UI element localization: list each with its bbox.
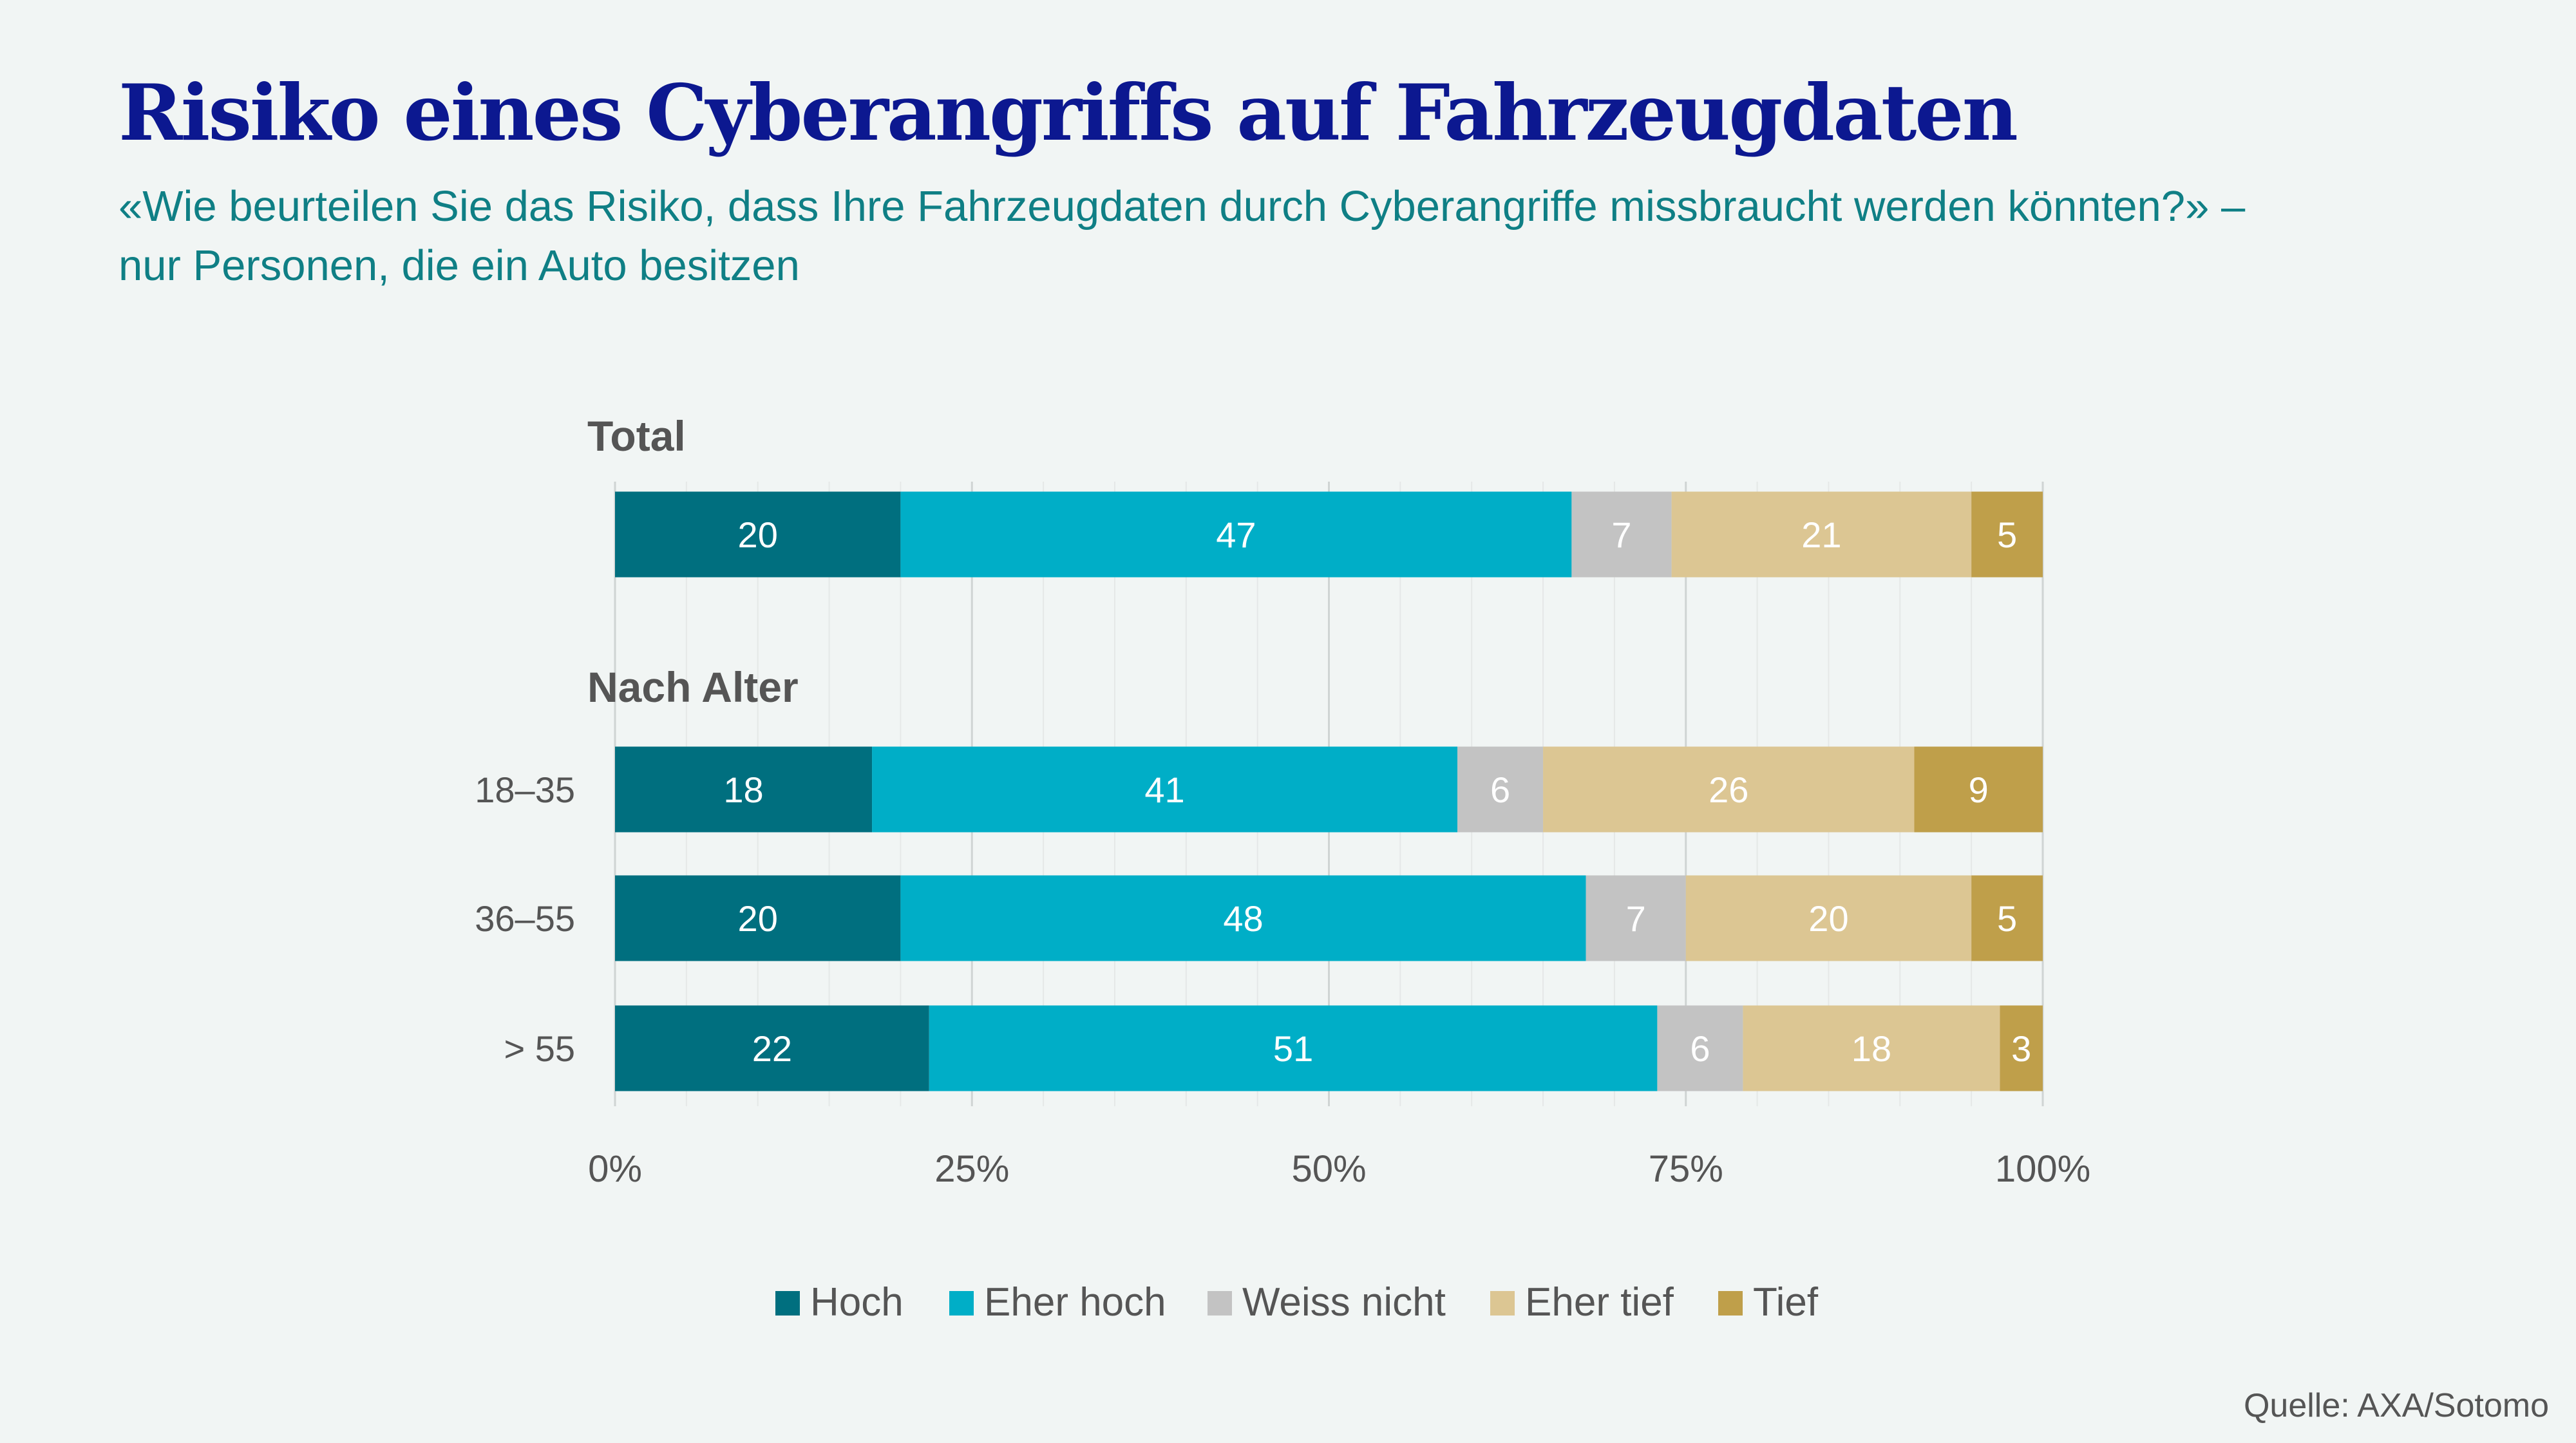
group-title: Total <box>587 412 686 460</box>
subtitle-line-2: nur Personen, die ein Auto besitzen <box>118 241 800 290</box>
data-label: 7 <box>1611 514 1631 555</box>
source-note: Quelle: AXA/Sotomo <box>2243 1387 2549 1424</box>
data-label: 6 <box>1690 1028 1710 1069</box>
data-label: 51 <box>1273 1028 1313 1069</box>
bar-segment <box>1685 875 1972 961</box>
x-tick-label: 50% <box>1291 1148 1366 1190</box>
bar-segment <box>1914 746 2043 833</box>
bar-segment <box>1543 746 1915 833</box>
chart-subtitle: «Wie beurteilen Sie das Risiko, dass Ihr… <box>118 177 2437 296</box>
bar-segment <box>872 746 1458 833</box>
data-label: 41 <box>1144 769 1184 810</box>
data-label: 26 <box>1709 769 1748 810</box>
legend-swatch <box>1718 1291 1743 1316</box>
legend-label: Hoch <box>810 1280 904 1325</box>
legend-swatch <box>949 1291 974 1316</box>
bar-segment <box>615 875 901 961</box>
bar-segment <box>900 875 1586 961</box>
bar-segment <box>615 1005 929 1091</box>
data-label: 18 <box>1852 1028 1891 1069</box>
bar-segment <box>1971 875 2043 961</box>
group-title: Nach Alter <box>587 663 799 711</box>
row-label: 36–55 <box>475 898 575 939</box>
bar-segment <box>1743 1005 2000 1091</box>
bar-segment <box>900 491 1572 578</box>
data-label: 20 <box>738 514 778 555</box>
data-label: 48 <box>1223 898 1263 939</box>
x-tick-label: 0% <box>588 1148 642 1190</box>
bar-segment <box>1457 746 1544 833</box>
data-label: 20 <box>738 898 778 939</box>
bar-segment <box>1571 491 1672 578</box>
legend-swatch <box>775 1291 800 1316</box>
data-label: 47 <box>1216 514 1256 555</box>
data-label: 6 <box>1490 769 1510 810</box>
data-label: 7 <box>1626 898 1646 939</box>
data-label: 5 <box>1997 898 2017 939</box>
legend-label: Tief <box>1753 1280 1819 1325</box>
data-label: 9 <box>1969 769 1989 810</box>
data-label: 5 <box>1997 514 2017 555</box>
subtitle-line-1: «Wie beurteilen Sie das Risiko, dass Ihr… <box>118 182 2246 231</box>
row-label: 18–35 <box>475 769 575 810</box>
data-label: 18 <box>723 769 763 810</box>
x-tick-label: 100% <box>1995 1148 2090 1190</box>
bar-segment <box>1586 875 1686 961</box>
bar-segment <box>615 491 901 578</box>
legend-swatch <box>1490 1291 1515 1316</box>
x-tick-label: 25% <box>934 1148 1009 1190</box>
bar-segment <box>1657 1005 1743 1091</box>
bar-segment <box>1671 491 1972 578</box>
legend-swatch <box>1208 1291 1232 1316</box>
x-tick-label: 75% <box>1649 1148 1723 1190</box>
chart-title: Risiko eines Cyberangriffs auf Fahrzeugd… <box>118 68 2018 158</box>
bar-segment <box>929 1005 1658 1091</box>
data-label: 20 <box>1808 898 1848 939</box>
bar-segment <box>615 746 873 833</box>
legend-label: Eher tief <box>1525 1280 1674 1325</box>
data-label: 21 <box>1801 514 1841 555</box>
bar-segment <box>2000 1005 2043 1091</box>
data-label: 22 <box>752 1028 792 1069</box>
legend-label: Eher hoch <box>984 1280 1166 1325</box>
row-label: > 55 <box>504 1028 575 1069</box>
bar-segment <box>1971 491 2043 578</box>
data-label: 3 <box>2011 1028 2031 1069</box>
legend-label: Weiss nicht <box>1242 1280 1446 1325</box>
